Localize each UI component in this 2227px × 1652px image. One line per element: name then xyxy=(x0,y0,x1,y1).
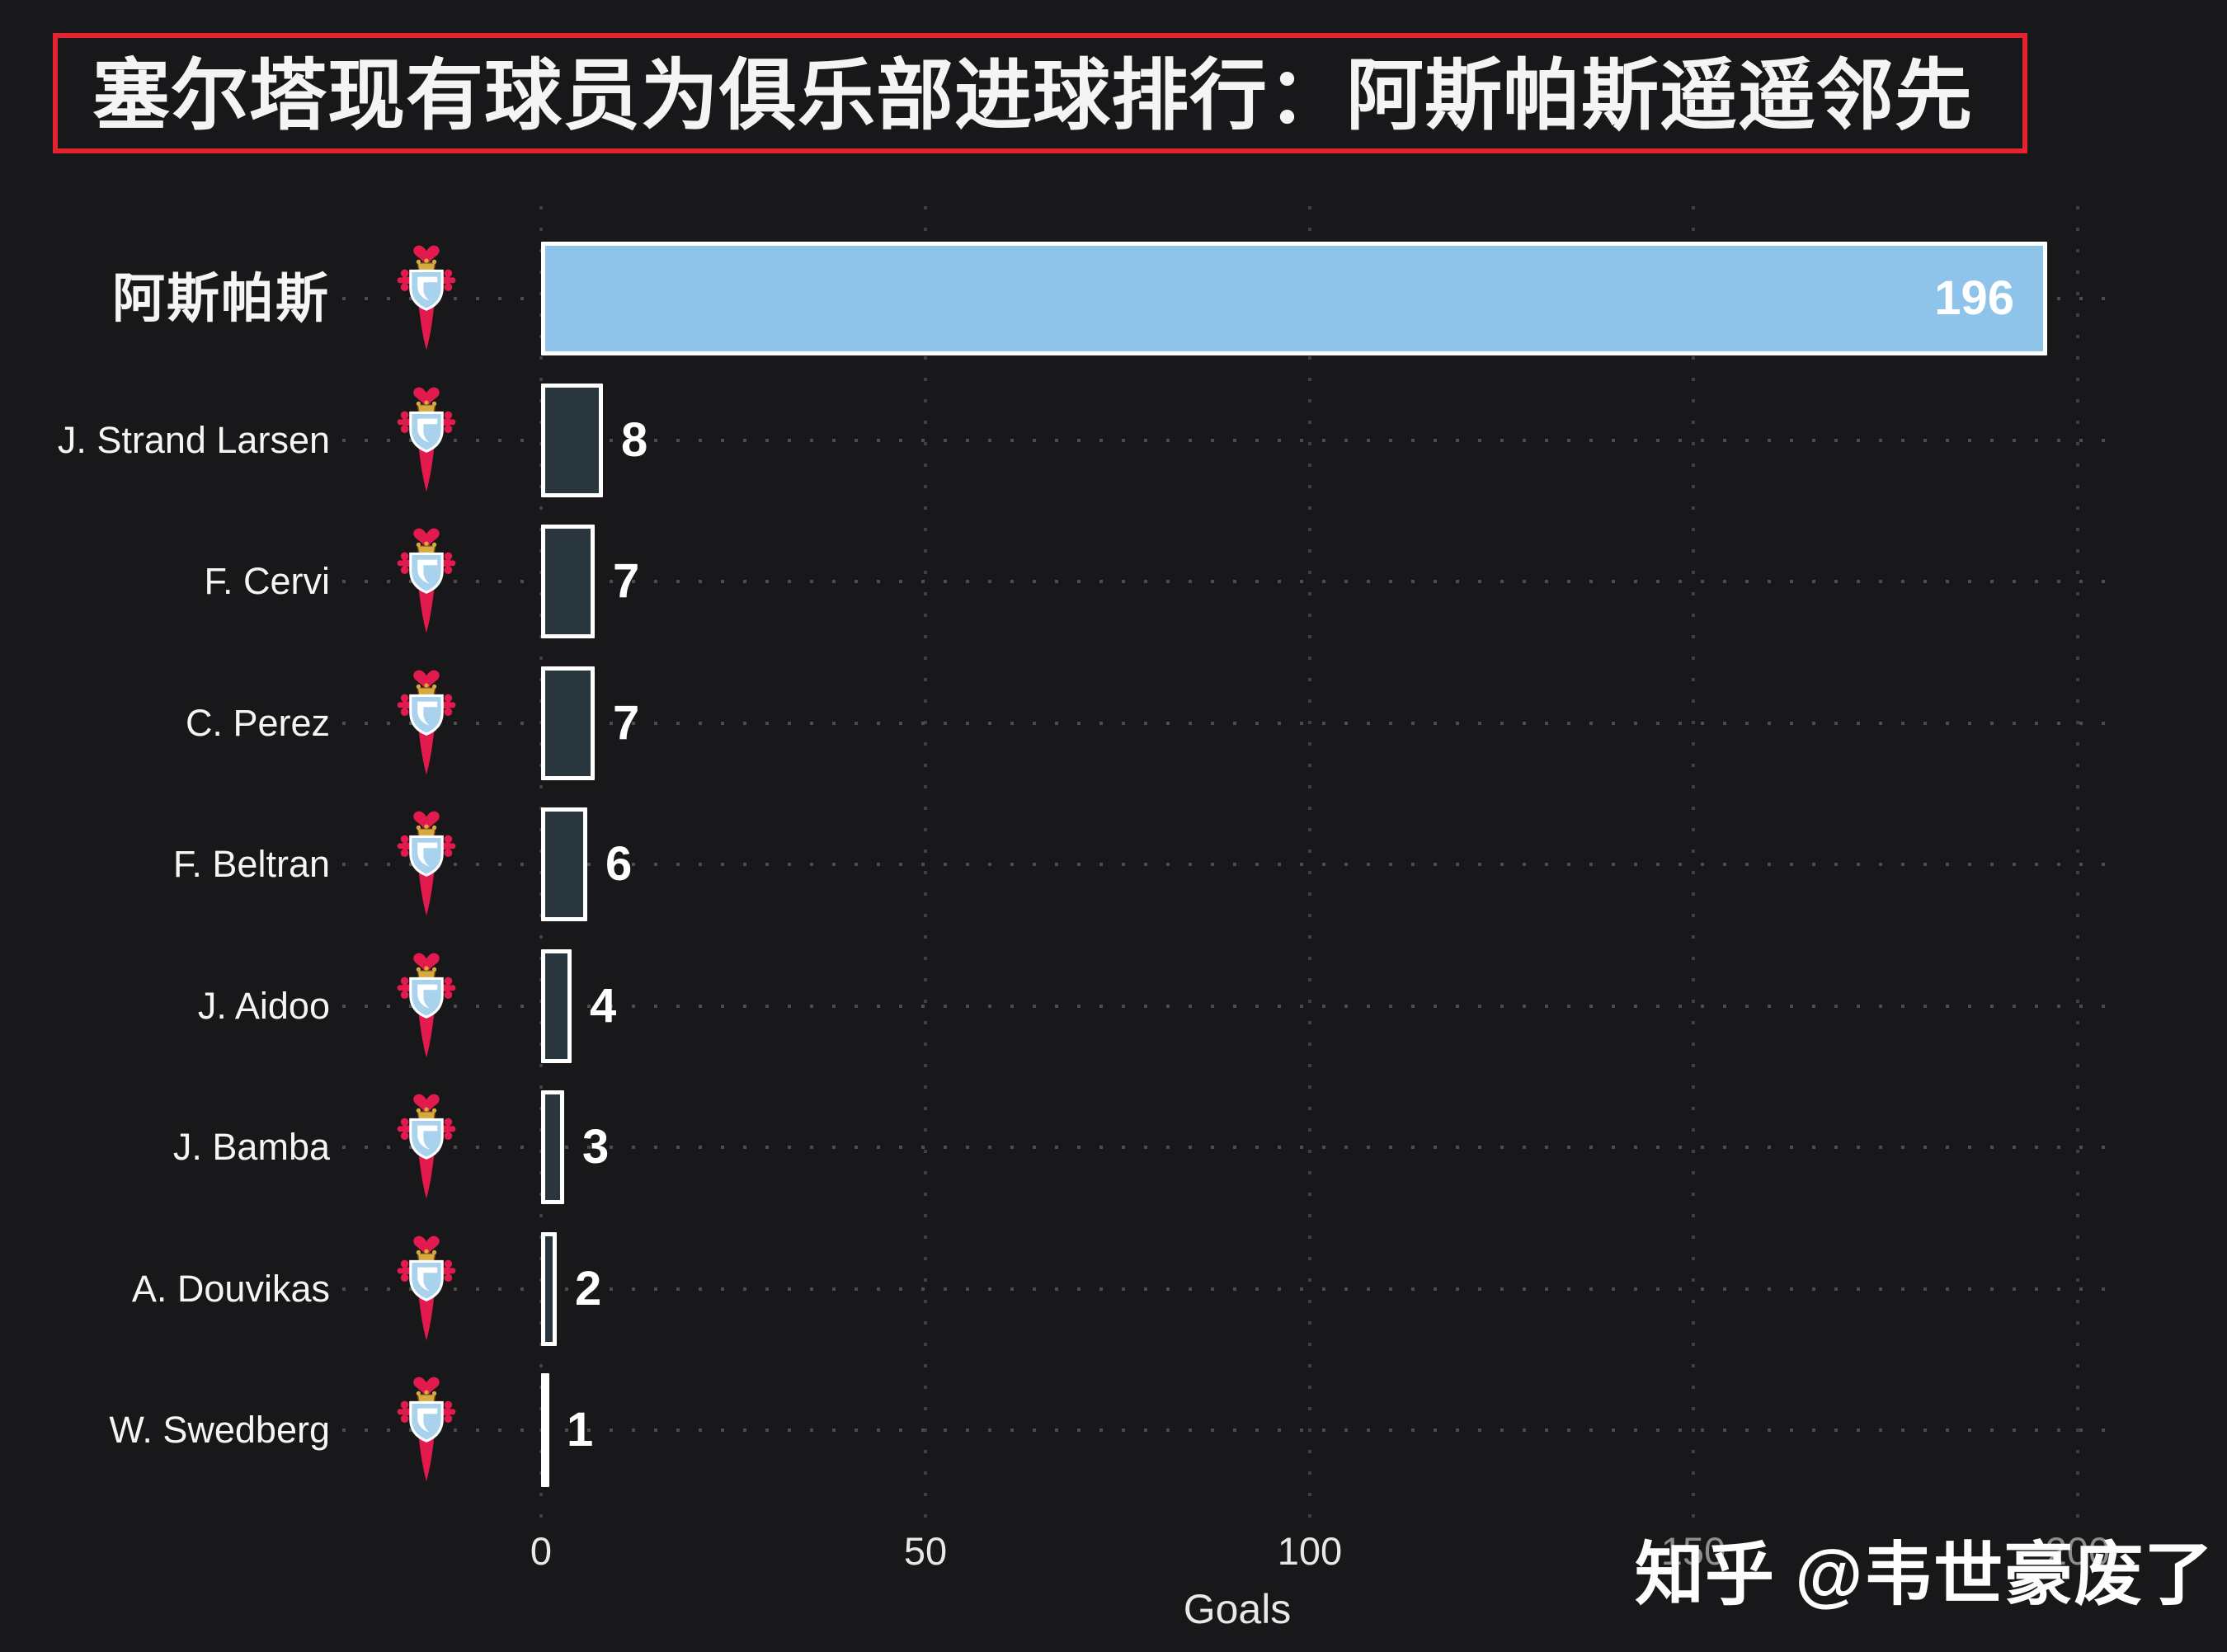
player-label: W. Swedberg xyxy=(109,1409,330,1451)
player-label: C. Perez xyxy=(185,702,330,744)
celta-vigo-crest-icon xyxy=(397,1235,456,1341)
celta-vigo-crest-icon xyxy=(397,1094,456,1199)
row-gridline xyxy=(342,439,2124,442)
title-box: 塞尔塔现有球员为俱乐部进球排行：阿斯帕斯遥遥邻先 xyxy=(53,33,2027,153)
goal-value: 1 xyxy=(567,1403,594,1457)
x-axis-title: Goals xyxy=(1183,1586,1292,1632)
player-label: F. Cervi xyxy=(204,560,330,602)
x-tick-label: 200 xyxy=(2045,1529,2111,1573)
goal-bar xyxy=(541,525,595,638)
celta-vigo-crest-icon xyxy=(397,528,456,633)
goal-value: 8 xyxy=(621,413,648,467)
goal-value: 2 xyxy=(575,1262,602,1315)
player-label: A. Douvikas xyxy=(131,1268,330,1310)
goal-value: 196 xyxy=(1934,271,2014,325)
goal-value: 7 xyxy=(613,696,640,750)
player-label: 阿斯帕斯 xyxy=(112,269,330,328)
row-gridline xyxy=(342,1146,2124,1149)
goal-bar xyxy=(541,1090,564,1204)
x-tick-label: 100 xyxy=(1277,1529,1343,1573)
row-gridline xyxy=(342,722,2124,725)
goal-bar xyxy=(541,666,595,780)
player-label: J. Aidoo xyxy=(197,985,330,1027)
celta-vigo-crest-icon xyxy=(397,953,456,1058)
goal-value: 6 xyxy=(605,837,633,891)
player-label: J. Strand Larsen xyxy=(57,419,330,461)
row-gridline xyxy=(342,863,2124,866)
goal-value: 7 xyxy=(613,554,640,608)
player-label: F. Beltran xyxy=(172,843,330,885)
x-tick-label: 0 xyxy=(530,1529,553,1573)
goal-value: 4 xyxy=(590,979,617,1033)
x-tick-label: 50 xyxy=(903,1529,948,1573)
page-title: 塞尔塔现有球员为俱乐部进球排行：阿斯帕斯遥遥邻先 xyxy=(92,52,1974,139)
goal-bar xyxy=(541,1232,557,1346)
celta-vigo-crest-icon xyxy=(397,1377,456,1482)
celta-vigo-crest-icon xyxy=(397,811,456,916)
goal-bar xyxy=(541,949,572,1063)
row-gridline xyxy=(342,1287,2124,1291)
celta-vigo-crest-icon xyxy=(397,387,456,492)
row-gridline xyxy=(342,580,2124,583)
celta-vigo-crest-icon xyxy=(397,670,456,775)
goal-bar xyxy=(541,384,603,497)
goal-bar xyxy=(541,242,2047,355)
row-gridline xyxy=(342,1428,2124,1432)
goal-bar xyxy=(541,1373,549,1487)
goal-bar xyxy=(541,807,587,921)
celta-vigo-crest-icon xyxy=(397,245,456,351)
goal-value: 3 xyxy=(582,1120,610,1174)
row-gridline xyxy=(342,1005,2124,1008)
watermark-zhihu: 知乎 @韦世豪废了 xyxy=(1635,1536,2215,1613)
player-label: J. Bamba xyxy=(172,1126,330,1168)
x-tick-label: 150 xyxy=(1660,1529,1726,1573)
